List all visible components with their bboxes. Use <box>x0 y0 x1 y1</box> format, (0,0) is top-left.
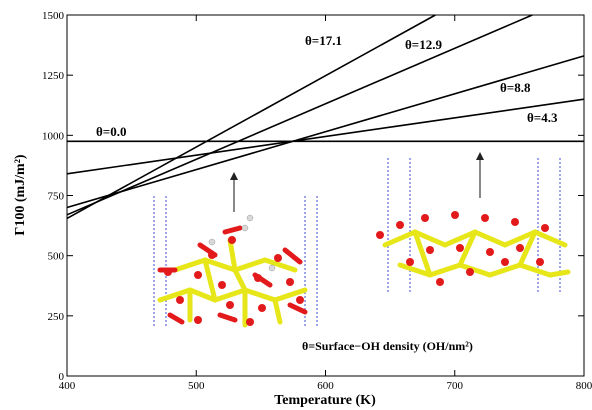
y-axis-title: Γ100 (mJ/m²) <box>13 154 28 235</box>
x-tick-label: 600 <box>317 380 334 392</box>
series-line-4 <box>66 14 436 220</box>
series-label-theta-17-1: θ=17.1 <box>305 33 342 48</box>
series-label-theta-8-8: θ=8.8 <box>500 80 531 95</box>
theta-definition-annotation: θ=Surface−OH density (OH/nm²) <box>302 339 473 353</box>
hydroxylated-surface-structure <box>153 196 318 328</box>
series-label-theta-0-0: θ=0.0 <box>96 124 126 139</box>
series-line-1 <box>66 98 585 175</box>
x-tick-label: 700 <box>447 380 464 392</box>
x-axis-title: Temperature (K) <box>274 393 376 408</box>
series-line-3 <box>66 14 533 216</box>
series-label-theta-12-9: θ=12.9 <box>405 37 442 52</box>
y-tick-label: 500 <box>48 251 65 263</box>
series-label-theta-4-3: θ=4.3 <box>527 110 558 125</box>
dry-surface-structure <box>376 158 571 292</box>
x-tick-label: 400 <box>59 380 76 392</box>
ticks-layer: 400 500 600 700 800 0 250 500 750 1000 1250 1500 <box>42 10 592 392</box>
y-tick-label: 1000 <box>42 130 65 142</box>
arrow-up-icon-left <box>230 172 238 212</box>
x-tick-label: 800 <box>576 380 592 392</box>
arrow-up-icon-right <box>476 152 484 198</box>
y-tick-label: 250 <box>48 311 65 323</box>
x-tick-label: 500 <box>188 380 205 392</box>
series-layer <box>66 14 585 220</box>
y-tick-label: 750 <box>48 191 65 203</box>
series-line-2 <box>66 55 585 209</box>
y-tick-label: 1250 <box>42 70 65 82</box>
y-tick-label: 0 <box>59 371 65 383</box>
y-tick-label: 1500 <box>42 10 65 22</box>
plot-frame <box>66 14 585 377</box>
